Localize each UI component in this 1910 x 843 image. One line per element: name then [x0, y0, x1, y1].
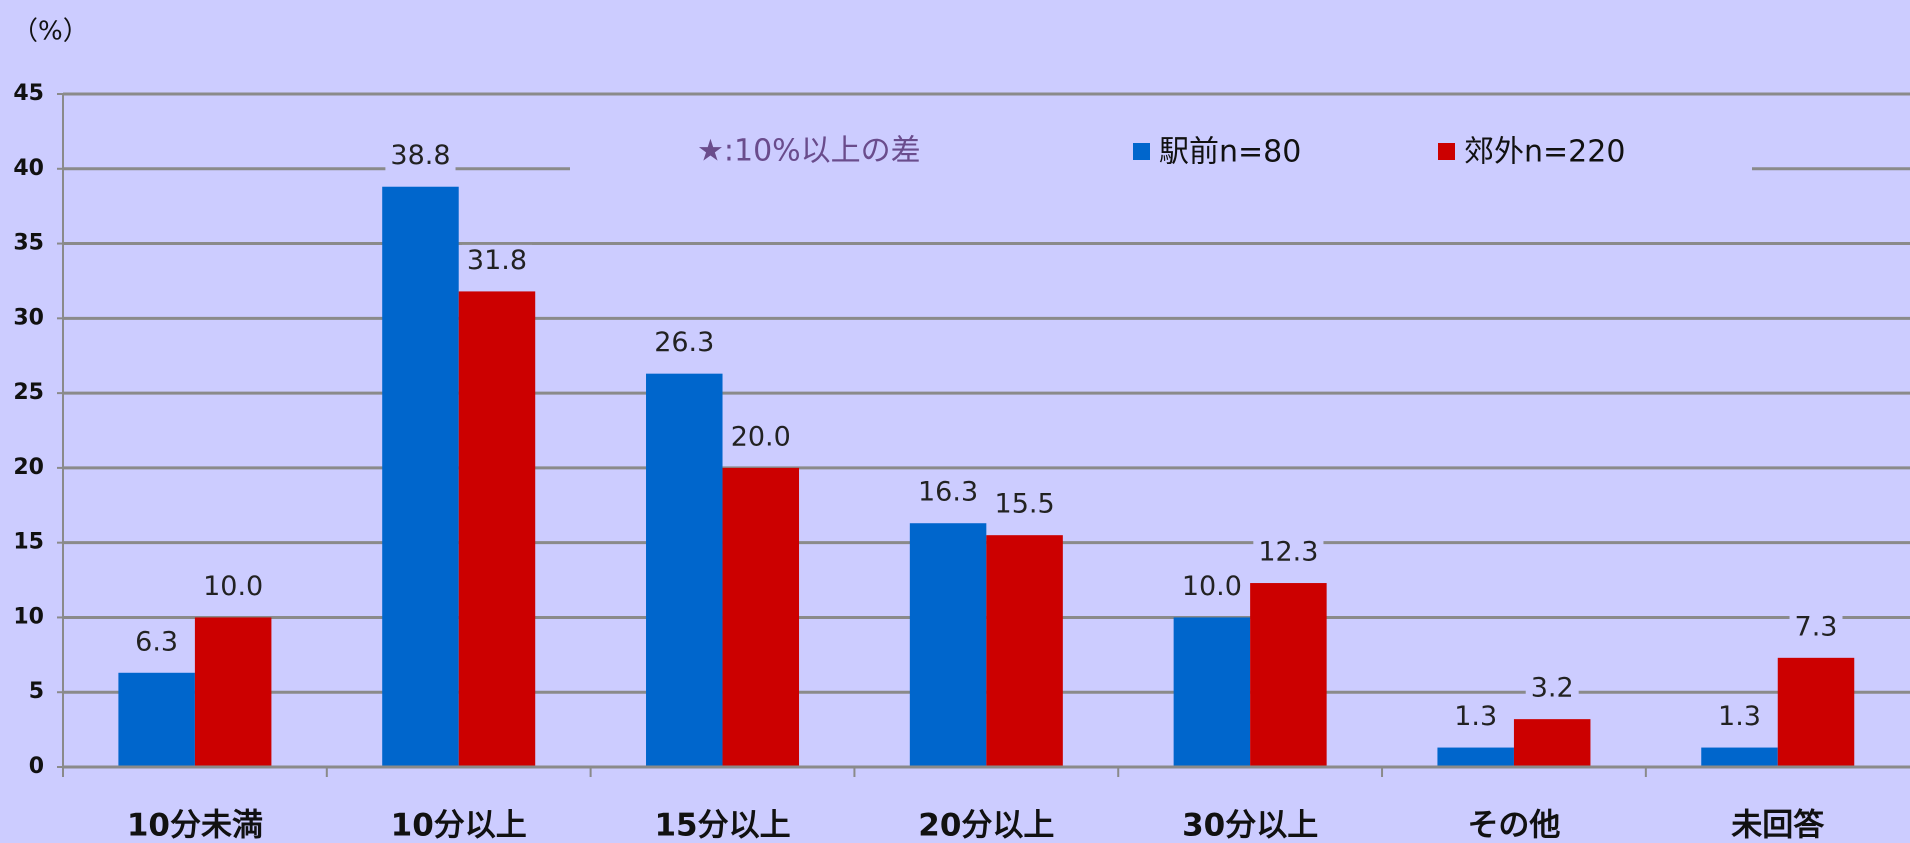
y-tick-label: 5 [29, 679, 44, 704]
value-label-background [989, 488, 1060, 520]
value-label-background [725, 421, 796, 453]
value-label: 16.3 [918, 477, 978, 508]
value-label-background [198, 570, 269, 602]
bar [986, 535, 1063, 767]
bar [382, 186, 459, 768]
value-label: 12.3 [1258, 537, 1318, 568]
y-tick-label: 20 [13, 455, 44, 480]
value-label: 6.3 [135, 626, 178, 657]
value-label: 7.3 [1795, 611, 1838, 642]
y-tick-label: 25 [13, 380, 44, 405]
x-tick-label: 15分以上 [654, 808, 790, 843]
y-tick-label: 40 [13, 156, 44, 181]
x-tick-label: その他 [1467, 808, 1560, 843]
bar [722, 467, 800, 767]
x-tick-label: 未回答 [1731, 808, 1825, 843]
y-tick-label: 45 [13, 81, 44, 106]
value-label-background [1789, 611, 1843, 643]
value-label: 3.2 [1531, 673, 1574, 704]
bar [1437, 747, 1514, 767]
bar [646, 373, 723, 767]
value-label: 10.0 [1182, 571, 1242, 602]
y-tick-label: 30 [13, 305, 44, 330]
value-label: 15.5 [995, 489, 1055, 520]
legend-label: 駅前n=80 [1159, 135, 1301, 170]
value-label-background [913, 476, 984, 508]
x-tick-label: 10分以上 [391, 808, 527, 843]
bar [1701, 747, 1778, 767]
legend-swatch [1133, 143, 1150, 160]
value-label-background [1176, 570, 1247, 602]
value-label-background [649, 327, 720, 359]
bar [458, 291, 536, 767]
bar [194, 617, 272, 767]
x-tick-label: 30分以上 [1182, 808, 1318, 843]
value-label: 26.3 [654, 327, 714, 358]
bar [118, 672, 195, 767]
bar [909, 523, 987, 767]
bar [1513, 719, 1591, 767]
annotation: ★:10%以上の差 [697, 134, 921, 169]
x-tick-label: 10分未満 [127, 808, 263, 843]
x-tick-label: 20分以上 [918, 808, 1054, 843]
bar [1777, 657, 1855, 767]
y-tick-label: 35 [13, 231, 44, 256]
value-label: 38.8 [390, 140, 450, 171]
value-label-background [1713, 701, 1766, 733]
value-label: 31.8 [467, 245, 527, 276]
y-tick-label: 0 [29, 754, 44, 779]
value-label-background [461, 244, 533, 276]
value-label: 10.0 [203, 571, 263, 602]
value-label-background [1525, 672, 1579, 704]
y-axis-label: （%） [12, 17, 89, 47]
legend-swatch [1438, 143, 1455, 160]
y-tick-label: 15 [13, 530, 44, 555]
legend-background [570, 128, 1752, 176]
value-label: 1.3 [1718, 701, 1761, 732]
value-label: 1.3 [1454, 701, 1497, 732]
legend-label: 郊外n=220 [1464, 135, 1625, 170]
bar [1250, 583, 1327, 767]
value-label-background [1449, 701, 1503, 733]
value-label: 20.0 [731, 421, 791, 452]
y-tick-label: 10 [13, 604, 44, 629]
bar [1173, 617, 1251, 767]
value-label-background [1253, 536, 1324, 568]
value-label-background [385, 140, 456, 172]
value-label-background [130, 626, 184, 658]
